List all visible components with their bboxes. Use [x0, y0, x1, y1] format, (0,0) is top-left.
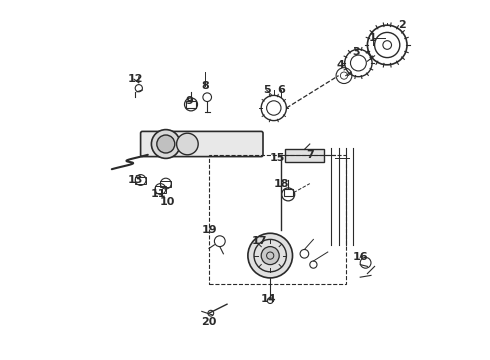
Bar [186, 101, 196, 108]
Text: 19: 19 [201, 225, 217, 235]
Text: 20: 20 [201, 317, 217, 327]
Text: 6: 6 [277, 85, 285, 95]
Text: 3: 3 [353, 47, 361, 57]
Circle shape [151, 130, 180, 158]
Text: 12: 12 [127, 74, 143, 84]
Bar [285, 149, 324, 162]
Text: 2: 2 [398, 20, 406, 30]
Circle shape [157, 135, 175, 153]
Text: 14: 14 [261, 294, 276, 304]
Bar [155, 186, 166, 193]
Bar [160, 181, 171, 187]
Text: 15: 15 [270, 153, 285, 163]
FancyBboxPatch shape [141, 131, 263, 157]
Text: 16: 16 [352, 252, 368, 262]
Circle shape [176, 133, 198, 155]
Text: 4: 4 [337, 60, 344, 70]
Text: 5: 5 [263, 85, 270, 95]
Text: 17: 17 [252, 236, 267, 246]
Bar [209, 155, 346, 284]
Circle shape [261, 247, 279, 265]
Text: 11: 11 [151, 189, 166, 199]
Text: 8: 8 [201, 81, 209, 91]
Text: 1: 1 [369, 33, 377, 43]
Bar [284, 189, 293, 196]
Circle shape [248, 233, 293, 278]
Bar [135, 177, 146, 184]
Text: 18: 18 [273, 179, 289, 189]
Text: 9: 9 [185, 96, 193, 106]
Text: 10: 10 [160, 197, 175, 207]
Text: 13: 13 [127, 175, 143, 185]
Text: 7: 7 [306, 150, 314, 160]
